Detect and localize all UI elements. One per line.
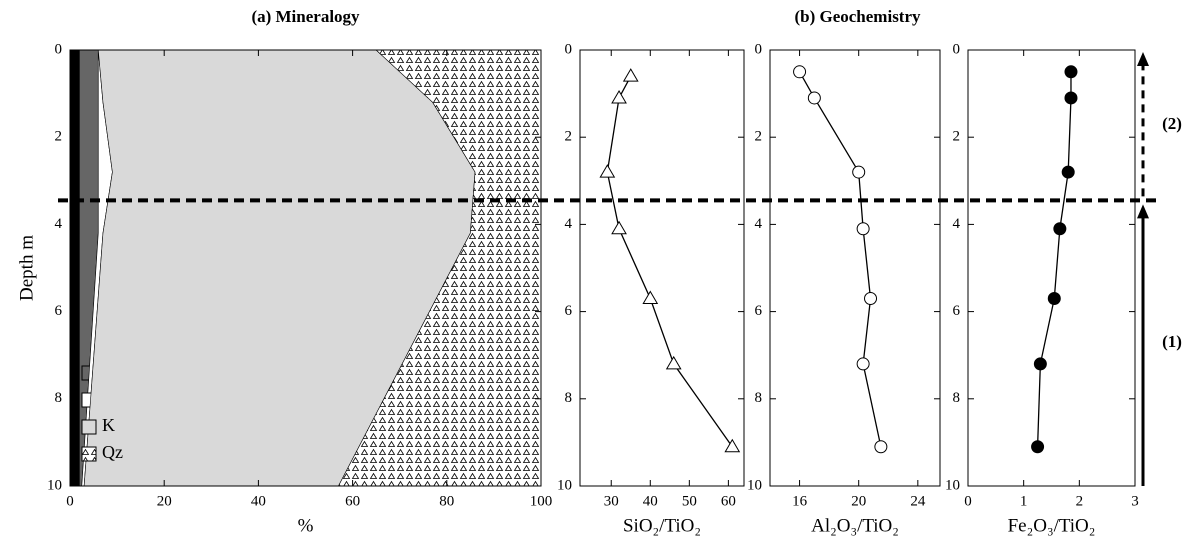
arrow-head <box>1137 204 1149 219</box>
line <box>1036 71 1072 447</box>
x-tick-label: 50 <box>682 493 697 509</box>
chart-title: (a) Mineralogy <box>251 7 360 26</box>
area-segment <box>69 49 80 487</box>
legend-swatch <box>81 419 97 435</box>
y-tick-label: 2 <box>755 129 763 145</box>
y-tick-label: 2 <box>565 129 573 145</box>
marker <box>611 89 627 104</box>
plot-frame <box>769 49 941 487</box>
x-tick-label: 3 <box>1131 493 1139 509</box>
marker <box>793 65 807 79</box>
marker <box>611 220 627 235</box>
plot-frame <box>967 49 1136 487</box>
marker <box>864 292 878 306</box>
x-tick-label: 40 <box>643 493 658 509</box>
y-tick-label: 6 <box>953 303 961 319</box>
marker <box>642 290 659 305</box>
y-tick-label: 10 <box>747 477 762 493</box>
x-axis-label: Fe₂O₃/TiO₂ <box>1008 515 1096 536</box>
x-tick-label: 40 <box>251 493 266 509</box>
x-axis-label: SiO₂/TiO₂ <box>623 515 701 536</box>
y-tick-label: 10 <box>945 477 960 493</box>
y-axis-label: Depth m <box>16 235 37 301</box>
y-tick-label: 6 <box>755 303 763 319</box>
marker <box>1033 357 1047 371</box>
y-tick-label: 6 <box>565 303 573 319</box>
marker <box>1061 165 1075 179</box>
x-tick-label: 100 <box>530 493 553 509</box>
y-tick-label: 4 <box>565 216 573 232</box>
x-tick-label: 20 <box>851 493 866 509</box>
marker <box>1047 292 1061 306</box>
x-tick-label: 60 <box>345 493 360 509</box>
y-tick-label: 4 <box>755 216 763 232</box>
x-tick-label: 24 <box>910 493 926 509</box>
line <box>606 75 733 448</box>
marker <box>1053 222 1067 236</box>
x-tick-label: 80 <box>439 493 454 509</box>
marker <box>856 222 870 236</box>
legend-label: K <box>102 415 115 435</box>
marker <box>1064 91 1078 105</box>
marker <box>852 165 866 179</box>
marker <box>874 440 888 454</box>
plot-frame <box>579 49 745 487</box>
plot-frame <box>69 49 542 487</box>
marker <box>856 357 870 371</box>
x-axis-label: Al₂O₃/TiO₂ <box>811 515 899 536</box>
chart-title: (b) Geochemistry <box>794 7 921 26</box>
y-tick-label: 2 <box>953 129 961 145</box>
y-tick-label: 6 <box>55 303 63 319</box>
y-tick-label: 0 <box>565 41 573 57</box>
line <box>798 71 882 447</box>
y-tick-label: 10 <box>47 477 62 493</box>
legend-label: Qz <box>102 442 123 462</box>
y-tick-label: 8 <box>55 390 63 406</box>
marker <box>1031 440 1045 454</box>
y-tick-label: 4 <box>55 216 63 232</box>
marker <box>1064 65 1078 79</box>
marker <box>622 68 639 82</box>
x-tick-label: 60 <box>721 493 736 509</box>
y-tick-label: 0 <box>755 41 763 57</box>
x-tick-label: 20 <box>157 493 172 509</box>
legend-swatch <box>81 446 97 462</box>
y-tick-label: 0 <box>953 41 961 57</box>
marker <box>724 438 741 453</box>
x-tick-label: 2 <box>1076 493 1084 509</box>
y-tick-label: 8 <box>755 390 763 406</box>
x-tick-label: 0 <box>66 493 74 509</box>
x-axis-label: % <box>298 515 314 536</box>
annotation: (2) <box>1162 114 1182 133</box>
arrow-head <box>1137 52 1149 66</box>
y-tick-label: 10 <box>557 477 572 493</box>
x-tick-label: 16 <box>792 493 808 509</box>
annotation: (1) <box>1162 332 1182 351</box>
x-tick-label: 0 <box>964 493 972 509</box>
y-tick-label: 8 <box>953 390 961 406</box>
marker <box>599 164 616 178</box>
y-tick-label: 8 <box>565 390 573 406</box>
x-tick-label: 1 <box>1020 493 1028 509</box>
y-tick-label: 4 <box>953 216 961 232</box>
marker <box>665 355 682 370</box>
y-tick-label: 2 <box>55 129 63 145</box>
marker <box>807 91 821 105</box>
y-tick-label: 0 <box>55 41 63 57</box>
x-tick-label: 30 <box>604 493 619 509</box>
